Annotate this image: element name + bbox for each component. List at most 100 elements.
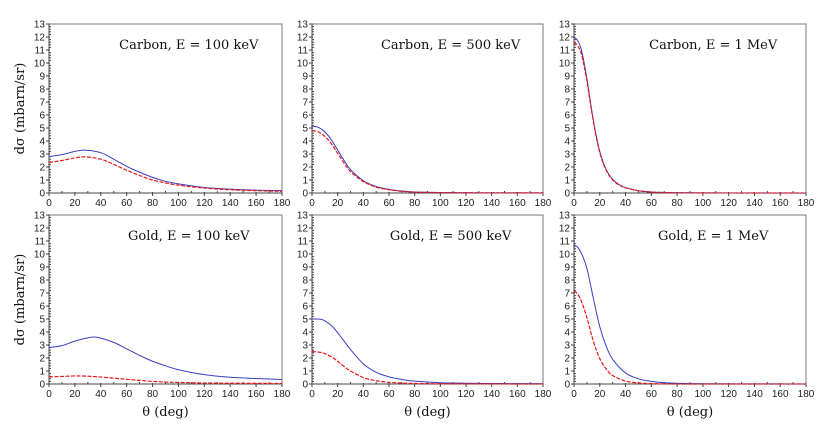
- x-tick-label: 160: [509, 389, 526, 400]
- y-tick-label: 2: [302, 163, 308, 174]
- y-tick-label: 5: [302, 124, 308, 135]
- y-tick-label: 9: [564, 72, 570, 83]
- y-tick-label: 12: [297, 33, 309, 44]
- y-tick-label: 11: [298, 237, 309, 248]
- x-tick-label: 20: [332, 389, 344, 400]
- y-tick-label: 9: [564, 263, 570, 274]
- y-tick-label: 12: [34, 224, 46, 235]
- y-tick-label: 3: [302, 150, 308, 161]
- y-tick-label: 6: [39, 111, 45, 122]
- solid-series-line: [311, 125, 543, 194]
- x-tick-label: 140: [746, 389, 763, 400]
- y-tick-label: 3: [39, 150, 45, 161]
- y-tick-label: 8: [564, 85, 570, 96]
- x-tick-label: 0: [46, 198, 52, 209]
- x-tick-label: 40: [620, 389, 632, 400]
- y-tick-label: 2: [564, 163, 570, 174]
- y-axis-title: dσ (mbarn/sr): [13, 254, 28, 346]
- y-tick-label: 1: [564, 367, 570, 378]
- x-tick-label: 100: [695, 389, 712, 400]
- x-tick-label: 100: [170, 198, 187, 209]
- y-tick-label: 3: [39, 341, 45, 352]
- panel-title: Gold, E = 1 MeV: [658, 229, 769, 244]
- solid-series-line: [48, 149, 283, 192]
- y-tick-label: 0: [39, 380, 45, 391]
- x-tick-label: 160: [772, 198, 789, 209]
- y-tick-label: 4: [564, 328, 570, 339]
- y-tick-label: 11: [298, 46, 309, 57]
- panel-title: Carbon, E = 500 keV: [381, 38, 521, 53]
- y-tick-label: 5: [39, 315, 45, 326]
- y-tick-label: 5: [564, 124, 570, 135]
- y-tick-label: 7: [564, 98, 570, 109]
- panel-title: Carbon, E = 100 keV: [119, 38, 259, 53]
- x-tick-label: 20: [69, 389, 81, 400]
- x-tick-label: 120: [196, 198, 213, 209]
- x-tick-label: 160: [509, 198, 526, 209]
- y-tick-label: 13: [559, 20, 571, 31]
- y-tick-label: 6: [564, 302, 570, 313]
- x-tick-label: 60: [383, 389, 395, 400]
- x-tick-label: 40: [95, 389, 107, 400]
- y-tick-label: 2: [39, 354, 45, 365]
- dashed-series-line: [311, 130, 543, 194]
- x-tick-label: 20: [69, 198, 81, 209]
- x-axis-title: θ (deg): [142, 405, 188, 420]
- y-tick-label: 0: [302, 189, 308, 200]
- y-tick-label: 8: [302, 85, 308, 96]
- x-tick-label: 140: [483, 389, 500, 400]
- x-tick-label: 80: [409, 198, 421, 209]
- y-tick-label: 3: [564, 341, 570, 352]
- y-axis-title: dσ (mbarn/sr): [13, 63, 28, 155]
- y-tick-label: 5: [302, 315, 308, 326]
- y-tick-label: 6: [302, 111, 308, 122]
- x-tick-label: 60: [646, 198, 658, 209]
- y-tick-label: 9: [39, 263, 45, 274]
- y-tick-label: 11: [560, 237, 571, 248]
- x-tick-label: 20: [594, 389, 606, 400]
- y-tick-label: 10: [34, 59, 46, 70]
- x-tick-label: 100: [432, 389, 449, 400]
- y-tick-label: 10: [297, 59, 309, 70]
- x-tick-label: 0: [571, 389, 577, 400]
- y-tick-label: 7: [39, 289, 45, 300]
- x-tick-label: 120: [458, 198, 475, 209]
- y-tick-label: 0: [302, 380, 308, 391]
- dashed-series-line: [48, 375, 283, 385]
- y-tick-label: 10: [297, 250, 309, 261]
- y-tick-label: 1: [302, 176, 308, 187]
- x-tick-label: 120: [458, 389, 475, 400]
- x-tick-label: 80: [147, 389, 159, 400]
- y-tick-label: 5: [564, 315, 570, 326]
- solid-series-line: [573, 244, 807, 385]
- y-tick-label: 2: [39, 163, 45, 174]
- x-tick-label: 20: [594, 198, 606, 209]
- y-tick-label: 10: [559, 250, 571, 261]
- panel-title: Gold, E = 100 keV: [128, 229, 250, 244]
- y-tick-label: 1: [39, 367, 45, 378]
- y-tick-label: 4: [302, 137, 308, 148]
- solid-series-line: [311, 318, 544, 385]
- y-tick-label: 13: [297, 211, 309, 222]
- solid-series-line: [573, 36, 807, 194]
- y-tick-label: 6: [39, 302, 45, 313]
- x-tick-label: 40: [620, 198, 632, 209]
- y-tick-label: 13: [297, 20, 309, 31]
- x-tick-label: 140: [222, 389, 239, 400]
- y-tick-label: 9: [302, 263, 308, 274]
- dashed-series-line: [573, 290, 806, 385]
- panel-title: Gold, E = 500 keV: [390, 229, 512, 244]
- y-tick-label: 0: [564, 189, 570, 200]
- x-tick-label: 180: [535, 198, 552, 209]
- y-tick-label: 4: [564, 137, 570, 148]
- x-axis-title: θ (deg): [667, 405, 713, 420]
- x-tick-label: 40: [358, 389, 370, 400]
- x-tick-label: 180: [274, 198, 291, 209]
- x-tick-label: 80: [409, 389, 421, 400]
- y-tick-label: 4: [39, 137, 45, 148]
